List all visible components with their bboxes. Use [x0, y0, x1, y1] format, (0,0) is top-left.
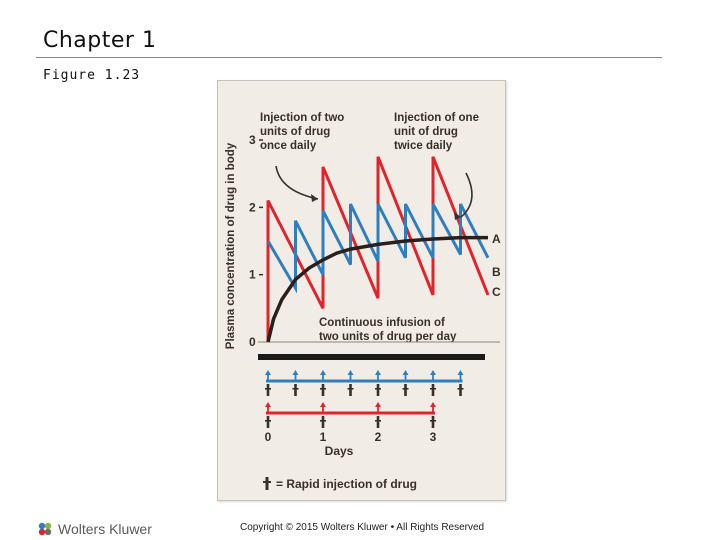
- annotation-continuous: Continuous infusion of two units of drug …: [319, 317, 457, 343]
- y-axis-label: Plasma concentration of drug in body: [225, 142, 237, 349]
- dosing-arrowhead-B: [265, 370, 271, 375]
- dosing-arrowhead-C: [320, 402, 326, 407]
- syringe-grip: [347, 388, 354, 390]
- syringe-icon: [375, 384, 381, 396]
- syringe-grip: [402, 388, 409, 390]
- syringe-grip: [430, 388, 436, 390]
- dosing-arrowhead-C: [430, 402, 436, 407]
- syringe-grip: [320, 388, 326, 390]
- pharmacokinetics-chart: Plasma concentration of drug in body Inj…: [225, 112, 501, 491]
- dosing-arrowhead-B: [347, 370, 354, 375]
- syringe-icon: [430, 416, 436, 428]
- syringe-barrel: [321, 384, 325, 396]
- syringe-icon: [457, 384, 464, 396]
- syringe-barrel: [431, 416, 435, 428]
- syringe-grip: [430, 420, 436, 422]
- wolters-kluwer-logo-icon: [38, 522, 52, 536]
- syringe-grip: [375, 420, 381, 422]
- title-divider: [36, 57, 662, 58]
- series-line-C: [266, 156, 490, 342]
- series-end-label-C: C: [492, 285, 501, 299]
- syringe-grip: [320, 420, 326, 422]
- arrow-once-daily-head: [311, 194, 318, 202]
- annotation-line: Injection of two: [260, 112, 344, 124]
- y-tick-label-1: 1: [249, 268, 256, 282]
- syringe-barrel: [294, 384, 297, 396]
- annotation-line: Continuous infusion of: [319, 317, 445, 329]
- y-tick-label-3: 3: [249, 133, 256, 147]
- syringe-barrel: [376, 416, 380, 428]
- dosing-arrowhead-C: [375, 402, 381, 407]
- y-tick-label-0: 0: [249, 335, 256, 349]
- syringe-icon: [430, 384, 436, 396]
- dosing-arrowhead-B: [457, 370, 464, 375]
- x-tick-label-1: 1: [320, 430, 327, 444]
- syringe-barrel: [459, 384, 462, 396]
- y-tick-label-2: 2: [249, 200, 256, 214]
- syringe-barrel: [376, 384, 380, 396]
- syringe-icon: [292, 384, 299, 396]
- dosing-arrowhead-B: [375, 370, 381, 375]
- syringe-grip: [265, 388, 271, 390]
- syringe-icon: [265, 416, 271, 428]
- syringe-icon: [265, 384, 271, 396]
- syringe-icon: [402, 384, 409, 396]
- dosing-arrowhead-B: [402, 370, 409, 375]
- infusion-bar: [258, 354, 485, 360]
- annotation-line: units of drug: [260, 126, 330, 138]
- syringe-barrel: [321, 416, 325, 428]
- syringe-icon: [263, 477, 271, 490]
- figure-label: Figure 1.23: [43, 68, 141, 83]
- series-line-B: [266, 203, 490, 294]
- page-title: Chapter 1: [43, 28, 157, 53]
- syringe-grip: [457, 388, 464, 390]
- dosing-arrowhead-B: [292, 370, 299, 375]
- annotation-line: twice daily: [394, 140, 453, 152]
- syringe-barrel: [404, 384, 407, 396]
- syringe-icon: [375, 416, 381, 428]
- series-end-label-A: A: [492, 232, 501, 246]
- x-tick-label-3: 3: [430, 430, 437, 444]
- legend: = Rapid injection of drug: [263, 477, 417, 491]
- brand-name: Wolters Kluwer: [58, 521, 152, 537]
- syringe-icon: [320, 416, 326, 428]
- arrow-twice-daily-head: [454, 212, 461, 220]
- x-axis-label: Days: [325, 444, 354, 458]
- figure-panel: Plasma concentration of drug in body Inj…: [217, 80, 506, 501]
- syringe-grip: [265, 420, 271, 422]
- arrow-twice-daily: [460, 172, 473, 218]
- syringe-icon: [347, 384, 354, 396]
- x-tick-label-0: 0: [265, 430, 272, 444]
- syringe-barrel: [266, 384, 270, 396]
- series-end-label-B: B: [492, 265, 501, 279]
- syringe-barrel: [431, 384, 435, 396]
- legend-label: = Rapid injection of drug: [276, 477, 417, 491]
- syringe-grip: [375, 388, 381, 390]
- syringe-grip: [292, 388, 299, 390]
- dosing-arrowhead-B: [320, 370, 326, 375]
- series-line-A: [266, 235, 488, 343]
- syringe-barrel: [266, 416, 270, 428]
- publisher-logo: Wolters Kluwer: [36, 520, 152, 538]
- annotation-line: two units of drug per day: [319, 331, 457, 343]
- dosing-arrowhead-B: [430, 370, 436, 375]
- annotation-line: once daily: [260, 140, 317, 152]
- annotation-once-daily: Injection of two units of drug once daily: [260, 112, 344, 152]
- annotation-line: unit of drug: [394, 126, 458, 138]
- annotation-line: Injection of one: [394, 112, 479, 124]
- x-tick-label-2: 2: [375, 430, 382, 444]
- annotation-twice-daily: Injection of one unit of drug twice daily: [394, 112, 479, 152]
- syringe-barrel: [349, 384, 352, 396]
- copyright-notice: Copyright © 2015 Wolters Kluwer • All Ri…: [240, 522, 485, 533]
- arrow-once-daily: [275, 165, 319, 200]
- syringe-icon: [320, 384, 326, 396]
- dosing-arrowhead-C: [265, 402, 271, 407]
